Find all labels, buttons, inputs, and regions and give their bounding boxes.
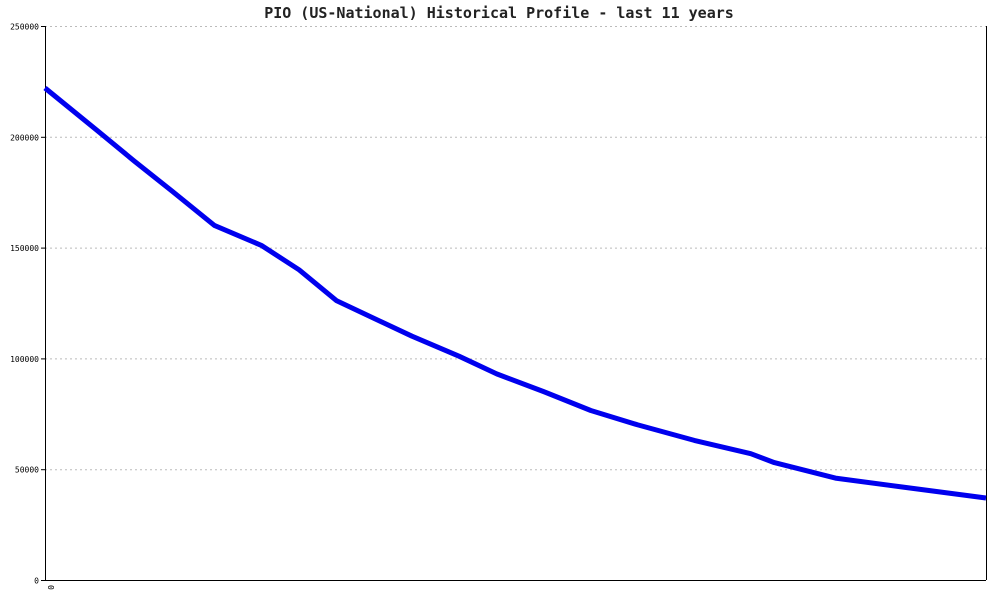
series-line-0 bbox=[43, 86, 987, 501]
x-axis-ticks: 0 bbox=[46, 585, 55, 590]
series-group bbox=[43, 86, 987, 501]
x-tick-label-0: 0 bbox=[46, 585, 55, 590]
y-tick-label-2: 100000 bbox=[10, 355, 39, 364]
y-tick-label-5: 250000 bbox=[10, 23, 39, 32]
axes bbox=[45, 26, 987, 581]
chart-title: PIO (US-National) Historical Profile - l… bbox=[264, 4, 734, 22]
y-axis-ticks: 0 50000 100000 150000 200000 250000 bbox=[10, 23, 45, 586]
y-tick-label-3: 150000 bbox=[10, 244, 39, 253]
y-tick-label-1: 50000 bbox=[15, 466, 39, 475]
grid bbox=[45, 26, 986, 471]
y-tick-label-0: 0 bbox=[34, 577, 39, 586]
y-tick-label-4: 200000 bbox=[10, 133, 39, 142]
